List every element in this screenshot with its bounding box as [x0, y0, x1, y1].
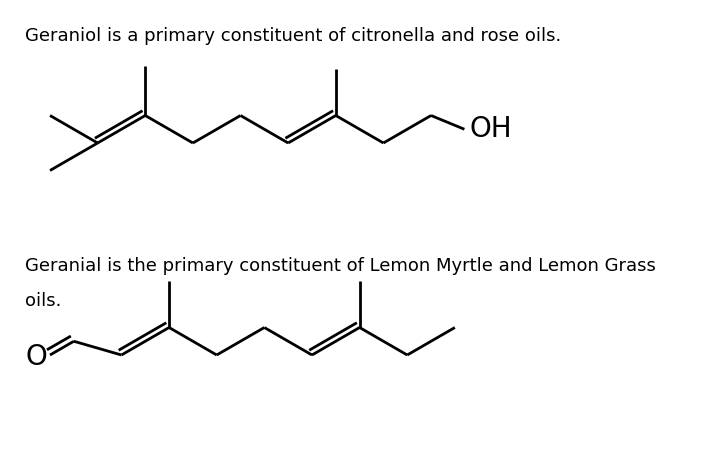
Text: Geranial is the primary constituent of Lemon Myrtle and Lemon Grass: Geranial is the primary constituent of L… — [25, 257, 656, 275]
Text: OH: OH — [470, 115, 512, 143]
Text: O: O — [25, 343, 47, 371]
Text: Geraniol is a primary constituent of citronella and rose oils.: Geraniol is a primary constituent of cit… — [25, 27, 562, 45]
Text: oils.: oils. — [25, 292, 61, 310]
